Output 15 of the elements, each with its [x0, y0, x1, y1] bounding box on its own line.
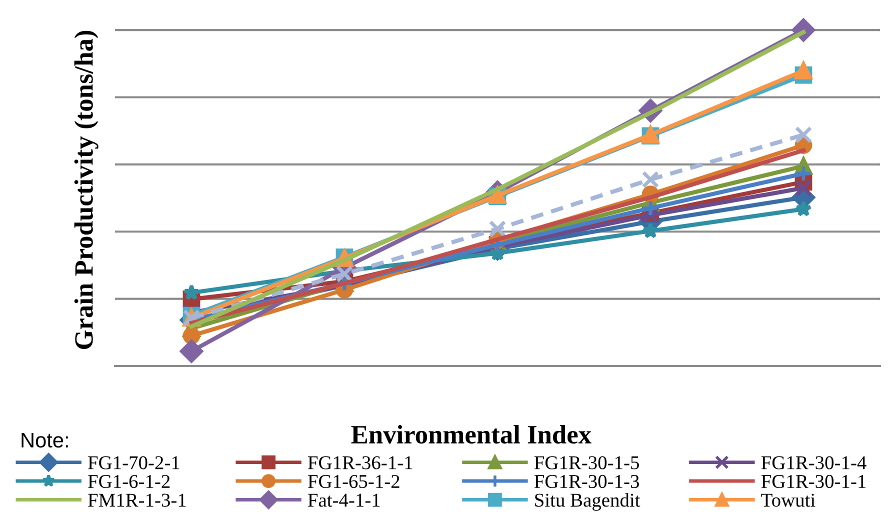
legend-label: FG1R-30-1-3	[534, 474, 639, 488]
legend-label: FG1R-30-1-4	[761, 456, 866, 470]
legend-label: Fat-4-1-1	[308, 494, 380, 507]
legend-label: Situ Bagendit	[535, 493, 640, 511]
y-axis-title: Grain Productivity (tons/ha)	[74, 30, 98, 350]
legend-label: FG1R-36-1-1	[308, 456, 412, 470]
legend-label: FG1-70-2-1	[88, 456, 180, 470]
legend-title: Note:	[22, 433, 68, 448]
legend-label: FG1-65-1-2	[308, 474, 400, 488]
legend-label: FG1R-30-1-1	[761, 474, 866, 488]
legend-label: FG1-6-1-2	[88, 474, 170, 488]
legend-label: FM1R-1-3-1	[88, 494, 186, 507]
x-axis-title: Environmental Index	[351, 425, 592, 444]
legend-label: Towuti	[761, 494, 816, 507]
legend-label: FG1R-30-1-5	[534, 456, 639, 470]
